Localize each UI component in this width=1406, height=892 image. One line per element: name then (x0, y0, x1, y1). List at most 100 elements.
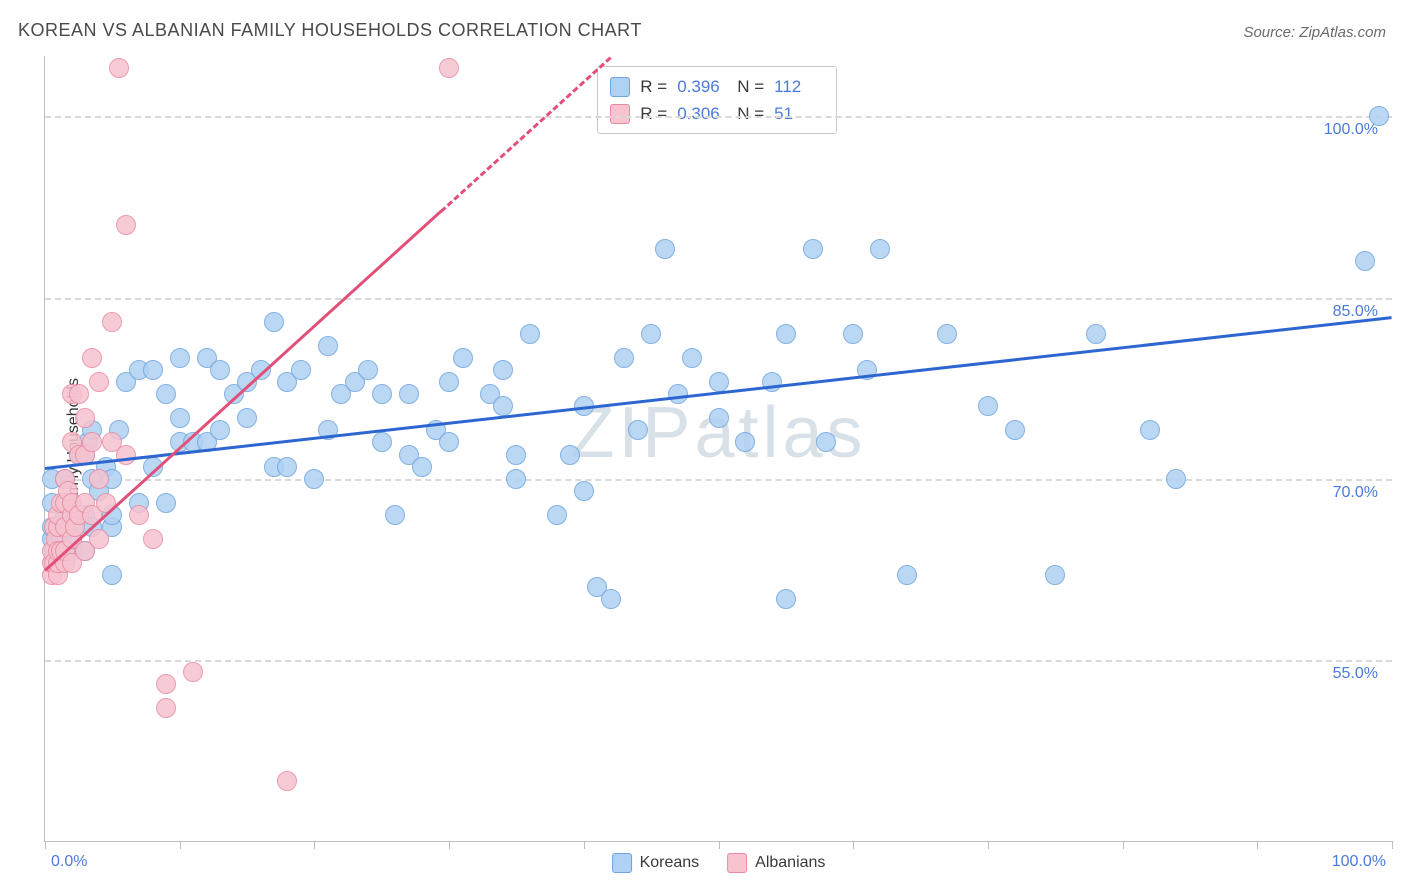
x-tick (584, 841, 585, 849)
data-point-albanians (89, 529, 109, 549)
data-point-koreans (709, 372, 729, 392)
x-tick (45, 841, 46, 849)
x-tick (449, 841, 450, 849)
legend-swatch-koreans (612, 853, 632, 873)
data-point-koreans (843, 324, 863, 344)
data-point-albanians (129, 505, 149, 525)
data-point-koreans (1045, 565, 1065, 585)
data-point-koreans (277, 457, 297, 477)
stat-n-label: N = (737, 100, 764, 127)
data-point-koreans (816, 432, 836, 452)
data-point-koreans (520, 324, 540, 344)
data-point-koreans (385, 505, 405, 525)
legend-swatch-albanians (727, 853, 747, 873)
stat-r-label: R = (640, 73, 667, 100)
data-point-koreans (318, 336, 338, 356)
data-point-albanians (102, 312, 122, 332)
gridline (45, 116, 1392, 118)
data-point-koreans (937, 324, 957, 344)
data-point-koreans (978, 396, 998, 416)
data-point-koreans (156, 384, 176, 404)
data-point-koreans (372, 432, 392, 452)
data-point-koreans (709, 408, 729, 428)
data-point-koreans (412, 457, 432, 477)
data-point-koreans (614, 348, 634, 368)
data-point-koreans (304, 469, 324, 489)
x-tick (719, 841, 720, 849)
gridline (45, 479, 1392, 481)
data-point-koreans (493, 396, 513, 416)
data-point-koreans (776, 324, 796, 344)
data-point-koreans (897, 565, 917, 585)
data-point-koreans (291, 360, 311, 380)
x-tick (180, 841, 181, 849)
x-axis-label-max: 100.0% (1332, 853, 1386, 871)
trend-line (45, 316, 1392, 470)
data-point-koreans (560, 445, 580, 465)
data-point-koreans (682, 348, 702, 368)
data-point-koreans (170, 348, 190, 368)
stat-n-label: N = (737, 73, 764, 100)
data-point-koreans (358, 360, 378, 380)
plot-area: ZIPatlas R = 0.396 N = 112 R = 0.306 N =… (44, 56, 1392, 842)
x-tick (988, 841, 989, 849)
y-tick-label: 55.0% (1329, 665, 1382, 683)
data-point-koreans (668, 384, 688, 404)
data-point-albanians (116, 215, 136, 235)
data-point-koreans (102, 565, 122, 585)
source-label: Source: ZipAtlas.com (1243, 24, 1386, 41)
data-point-koreans (210, 360, 230, 380)
data-point-koreans (1140, 420, 1160, 440)
x-tick (1257, 841, 1258, 849)
stat-r-value-albanians: 0.306 (677, 100, 727, 127)
legend-item-koreans: Koreans (612, 853, 700, 873)
stat-r-value-koreans: 0.396 (677, 73, 727, 100)
stats-box: R = 0.396 N = 112 R = 0.306 N = 51 (597, 66, 837, 134)
data-point-albanians (89, 372, 109, 392)
stats-row-koreans: R = 0.396 N = 112 (610, 73, 824, 100)
gridline (45, 660, 1392, 662)
legend-swatch-albanians (610, 104, 630, 124)
x-tick (1392, 841, 1393, 849)
data-point-koreans (439, 432, 459, 452)
data-point-koreans (655, 239, 675, 259)
data-point-koreans (1369, 106, 1389, 126)
x-tick (1123, 841, 1124, 849)
data-point-koreans (372, 384, 392, 404)
data-point-albanians (277, 771, 297, 791)
stat-n-value-albanians: 51 (774, 100, 824, 127)
legend-item-albanians: Albanians (727, 853, 825, 873)
data-point-koreans (506, 469, 526, 489)
data-point-koreans (439, 372, 459, 392)
stats-row-albanians: R = 0.306 N = 51 (610, 100, 824, 127)
data-point-albanians (156, 674, 176, 694)
data-point-albanians (183, 662, 203, 682)
data-point-koreans (210, 420, 230, 440)
data-point-koreans (641, 324, 661, 344)
chart-title: KOREAN VS ALBANIAN FAMILY HOUSEHOLDS COR… (18, 20, 642, 41)
legend: Koreans Albanians (612, 853, 826, 873)
data-point-koreans (1005, 420, 1025, 440)
data-point-koreans (493, 360, 513, 380)
data-point-albanians (439, 58, 459, 78)
data-point-albanians (143, 529, 163, 549)
data-point-koreans (170, 408, 190, 428)
data-point-koreans (735, 432, 755, 452)
data-point-koreans (399, 384, 419, 404)
x-tick (314, 841, 315, 849)
data-point-albanians (82, 432, 102, 452)
data-point-albanians (109, 58, 129, 78)
y-tick-label: 70.0% (1329, 484, 1382, 502)
stat-r-label: R = (640, 100, 667, 127)
data-point-koreans (1086, 324, 1106, 344)
data-point-koreans (453, 348, 473, 368)
data-point-albanians (156, 698, 176, 718)
chart-container: KOREAN VS ALBANIAN FAMILY HOUSEHOLDS COR… (0, 0, 1406, 892)
legend-swatch-koreans (610, 77, 630, 97)
data-point-koreans (237, 408, 257, 428)
stat-n-value-koreans: 112 (774, 73, 824, 100)
legend-label-albanians: Albanians (755, 854, 825, 872)
data-point-koreans (547, 505, 567, 525)
data-point-koreans (1355, 251, 1375, 271)
gridline (45, 298, 1392, 300)
